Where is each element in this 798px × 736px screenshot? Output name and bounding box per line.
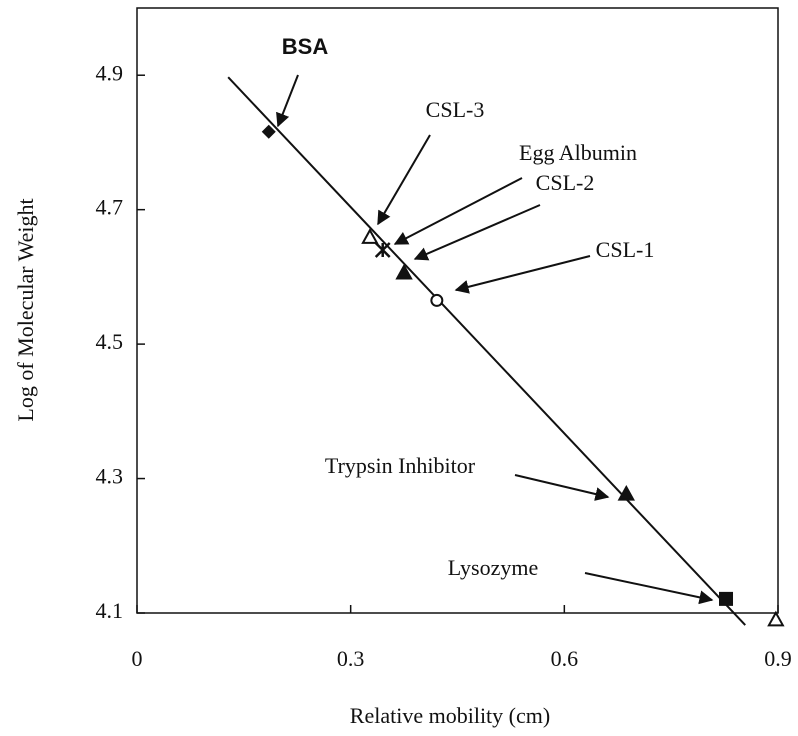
point [374, 242, 391, 258]
annotation-arrow [377, 134, 431, 226]
x-tick-label: 0.3 [337, 646, 365, 671]
annotation-arrow [514, 474, 610, 501]
annotation: Lysozyme [448, 555, 538, 580]
annotation: Egg Albumin [519, 140, 637, 165]
point [719, 591, 734, 606]
plot-frame [136, 7, 779, 614]
x-tick-label: 0 [132, 646, 143, 671]
y-tick-label: 4.7 [96, 195, 124, 220]
annotation-arrow [393, 177, 523, 245]
y-tick-label: 4.3 [96, 464, 124, 489]
annotation-arrow [454, 255, 591, 294]
y-tick-label: 4.1 [96, 598, 124, 623]
point [361, 228, 379, 244]
point [617, 484, 635, 501]
annotation-arrow [584, 572, 714, 605]
x-axis-title: Relative mobility (cm) [350, 703, 550, 728]
y-tick-label: 4.5 [96, 329, 124, 354]
annotation: BSA [282, 34, 329, 59]
annotation: Trypsin Inhibitor [325, 453, 476, 478]
point [767, 610, 785, 627]
fit-line [227, 76, 746, 626]
x-tick-label: 0.9 [764, 646, 792, 671]
point [430, 293, 444, 307]
point [395, 263, 413, 280]
annotation: CSL-3 [426, 97, 485, 122]
x-tick-label: 0.6 [551, 646, 579, 671]
annotation-arrow [413, 204, 541, 261]
annotation: CSL-1 [596, 237, 655, 262]
annotation: CSL-2 [536, 170, 595, 195]
y-axis-title: Log of Molecular Weight [13, 198, 38, 421]
annotation-arrow [276, 74, 299, 128]
point [261, 124, 276, 139]
y-tick-label: 4.9 [96, 60, 124, 85]
